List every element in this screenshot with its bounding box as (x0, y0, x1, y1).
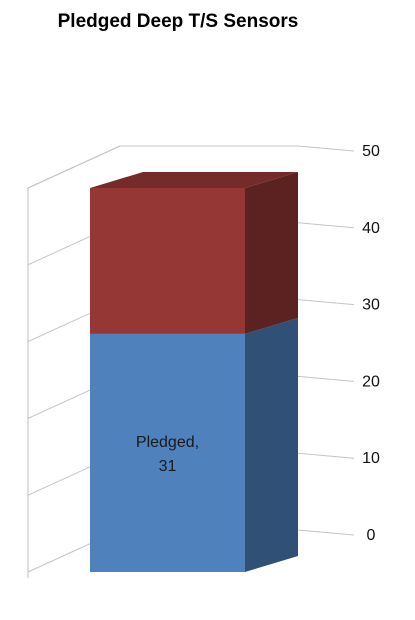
y-tick-label: 0 (367, 527, 376, 544)
y-tick-label: 50 (362, 143, 380, 160)
bar-side-face (245, 317, 298, 572)
y-tick-label: 40 (362, 220, 380, 237)
data-label: Pledged, (136, 434, 199, 451)
y-axis-tick-labels: 0 10 20 30 40 50 (362, 143, 380, 544)
bar-top-face (90, 172, 298, 188)
stacked-column (90, 172, 298, 572)
data-labels: Pledged, 31 (136, 434, 199, 475)
y-tick-label: 30 (362, 297, 380, 314)
y-tick-label: 10 (362, 450, 380, 467)
bar-front-face (90, 333, 245, 572)
y-tick-label: 20 (362, 373, 380, 390)
bar-side-face (245, 172, 298, 334)
data-label: 31 (159, 458, 177, 475)
gridline (27, 145, 355, 189)
bar-front-face (90, 188, 245, 334)
chart-title: Pledged Deep T/S Sensors (58, 11, 299, 32)
